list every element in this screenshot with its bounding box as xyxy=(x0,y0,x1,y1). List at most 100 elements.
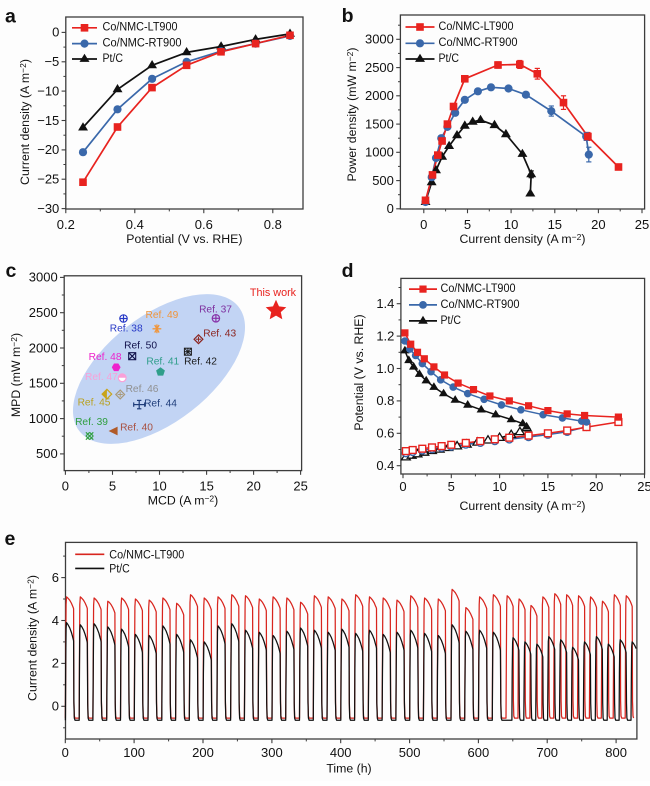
svg-text:200: 200 xyxy=(192,745,214,760)
svg-text:Current density (A m−2): Current density (A m−2) xyxy=(26,575,40,701)
svg-text:Pt/C: Pt/C xyxy=(109,562,130,576)
svg-text:600: 600 xyxy=(468,745,490,760)
svg-text:0: 0 xyxy=(399,479,406,494)
svg-text:1.0: 1.0 xyxy=(376,361,394,376)
svg-text:Ref. 48: Ref. 48 xyxy=(89,352,122,363)
svg-text:e: e xyxy=(5,528,16,550)
svg-text:15: 15 xyxy=(541,479,555,494)
svg-text:15: 15 xyxy=(199,478,213,493)
svg-text:Ref. 39: Ref. 39 xyxy=(75,417,108,428)
svg-text:Pt/C: Pt/C xyxy=(441,313,462,327)
svg-text:500: 500 xyxy=(399,745,421,760)
svg-text:Pt/C: Pt/C xyxy=(103,51,124,65)
svg-text:25: 25 xyxy=(293,478,307,493)
svg-text:Ref. 44: Ref. 44 xyxy=(144,399,177,410)
svg-text:0.6: 0.6 xyxy=(195,217,213,232)
svg-text:−25: −25 xyxy=(37,172,59,187)
svg-text:2500: 2500 xyxy=(365,60,394,75)
svg-text:1500: 1500 xyxy=(29,376,58,391)
svg-text:Ref. 42: Ref. 42 xyxy=(184,357,217,368)
svg-text:20: 20 xyxy=(589,479,603,494)
svg-text:Ref. 38: Ref. 38 xyxy=(110,324,143,335)
svg-text:−10: −10 xyxy=(37,83,59,98)
svg-text:20: 20 xyxy=(246,478,260,493)
svg-text:Current density (A m−2): Current density (A m−2) xyxy=(460,499,586,513)
svg-text:Power density (mW m−2): Power density (mW m−2) xyxy=(345,47,359,181)
svg-text:0.2: 0.2 xyxy=(57,217,75,232)
svg-text:10: 10 xyxy=(504,217,518,232)
svg-text:Potential (V vs. RHE): Potential (V vs. RHE) xyxy=(352,314,366,430)
svg-text:Ref. 37: Ref. 37 xyxy=(199,305,232,316)
svg-text:2: 2 xyxy=(52,656,59,671)
svg-text:6: 6 xyxy=(52,570,59,585)
svg-text:Co/NMC-RT900: Co/NMC-RT900 xyxy=(439,35,518,49)
svg-text:5: 5 xyxy=(448,479,455,494)
svg-text:10: 10 xyxy=(152,478,166,493)
svg-text:0: 0 xyxy=(420,217,427,232)
svg-text:Current density (A m−2): Current density (A m−2) xyxy=(18,59,32,185)
svg-text:700: 700 xyxy=(536,745,558,760)
svg-text:10: 10 xyxy=(492,479,506,494)
svg-text:Ref. 50: Ref. 50 xyxy=(124,340,157,351)
svg-text:Ref. 49: Ref. 49 xyxy=(145,310,178,321)
svg-text:2000: 2000 xyxy=(29,340,58,355)
svg-text:800: 800 xyxy=(605,745,627,760)
svg-text:Time (h): Time (h) xyxy=(326,762,371,776)
svg-text:−20: −20 xyxy=(37,142,59,157)
svg-text:d: d xyxy=(342,260,354,282)
svg-text:Ref. 41: Ref. 41 xyxy=(146,357,179,368)
svg-text:15: 15 xyxy=(548,217,562,232)
svg-text:1500: 1500 xyxy=(365,116,394,131)
svg-text:400: 400 xyxy=(330,745,352,760)
svg-text:25: 25 xyxy=(635,217,649,232)
svg-text:MPD (mW m−2): MPD (mW m−2) xyxy=(9,333,23,417)
svg-text:Co/NMC-RT900: Co/NMC-RT900 xyxy=(441,297,520,311)
svg-text:−30: −30 xyxy=(37,201,59,216)
svg-text:Ref. 47: Ref. 47 xyxy=(85,372,118,383)
svg-text:500: 500 xyxy=(36,446,58,461)
svg-text:0.6: 0.6 xyxy=(376,426,394,441)
svg-text:3000: 3000 xyxy=(29,270,58,285)
svg-text:0: 0 xyxy=(52,699,59,714)
svg-text:b: b xyxy=(342,5,354,27)
svg-text:Co/NMC-RT900: Co/NMC-RT900 xyxy=(103,36,182,50)
svg-text:4: 4 xyxy=(52,613,59,628)
svg-text:−5: −5 xyxy=(44,54,59,69)
svg-text:0: 0 xyxy=(62,478,69,493)
svg-text:a: a xyxy=(5,5,16,27)
svg-text:0: 0 xyxy=(387,201,394,216)
svg-text:25: 25 xyxy=(637,479,650,494)
svg-text:This work: This work xyxy=(250,287,297,299)
svg-text:2500: 2500 xyxy=(29,305,58,320)
svg-text:0.4: 0.4 xyxy=(376,458,394,473)
svg-text:Ref. 46: Ref. 46 xyxy=(126,384,159,395)
svg-text:Co/NMC-LT900: Co/NMC-LT900 xyxy=(439,19,514,33)
svg-text:Ref. 43: Ref. 43 xyxy=(203,329,236,340)
svg-text:100: 100 xyxy=(123,745,145,760)
svg-text:−15: −15 xyxy=(37,113,59,128)
svg-text:5: 5 xyxy=(109,478,116,493)
svg-text:0: 0 xyxy=(62,745,69,760)
svg-text:Co/NMC-LT900: Co/NMC-LT900 xyxy=(109,548,184,562)
svg-text:Co/NMC-LT900: Co/NMC-LT900 xyxy=(103,20,178,34)
svg-text:0: 0 xyxy=(52,25,59,40)
svg-text:Pt/C: Pt/C xyxy=(439,51,460,65)
svg-text:0.4: 0.4 xyxy=(126,217,144,232)
svg-text:20: 20 xyxy=(591,217,605,232)
svg-text:Ref. 40: Ref. 40 xyxy=(120,423,153,434)
svg-text:2000: 2000 xyxy=(365,88,394,103)
svg-text:MCD (A m−2): MCD (A m−2) xyxy=(148,494,219,508)
svg-text:c: c xyxy=(6,260,17,282)
svg-text:1000: 1000 xyxy=(365,145,394,160)
svg-text:0.8: 0.8 xyxy=(376,393,394,408)
svg-text:Potential (V vs. RHE): Potential (V vs. RHE) xyxy=(126,232,242,246)
svg-text:0.8: 0.8 xyxy=(264,217,282,232)
svg-text:3000: 3000 xyxy=(365,32,394,47)
svg-text:Co/NMC-LT900: Co/NMC-LT900 xyxy=(441,281,516,295)
svg-text:Ref. 45: Ref. 45 xyxy=(78,398,111,409)
svg-text:5: 5 xyxy=(464,217,471,232)
svg-text:1.2: 1.2 xyxy=(376,328,394,343)
svg-text:1.4: 1.4 xyxy=(376,296,394,311)
svg-text:1000: 1000 xyxy=(29,411,58,426)
svg-text:500: 500 xyxy=(372,173,394,188)
